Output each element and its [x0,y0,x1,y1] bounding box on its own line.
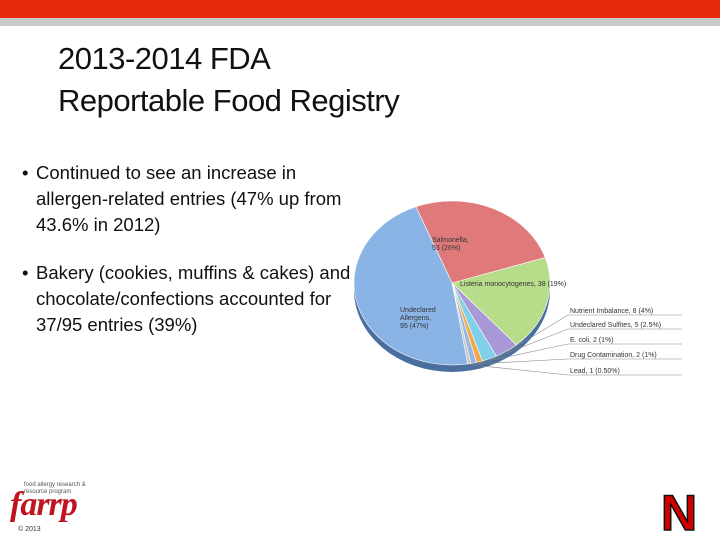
bullet-list: • Continued to see an increase in allerg… [22,160,352,360]
farrp-tagline: food allergy research & resource program [24,482,86,495]
callout-line [473,358,682,365]
callout-line [479,343,682,363]
callout-line [489,328,682,360]
bullet-text: Continued to see an increase in allergen… [36,162,342,235]
bullet-item: • Bakery (cookies, muffins & cakes) and … [22,260,352,338]
top-accent-bar [0,0,720,18]
slice-label: Listeria monocytogenes, 38 (19%) [460,281,566,288]
callout-line [469,364,682,376]
callout-line [507,314,682,353]
university-n-logo: N [654,486,704,534]
slice-label: Nutrient Imbalance, 8 (4%) [570,308,653,315]
slice-label: Salmonella, 53 (26%) [432,237,469,252]
slice-label: Lead, 1 (0.50%) [570,368,620,375]
pie-slice [451,257,551,346]
university-n-letter: N [661,486,697,534]
slice-label: Undeclared Allergens, 95 (47%) [400,307,436,330]
farrp-logo: farrp [10,486,78,523]
slice-label: Undeclared Sulfites, 5 (2.5%) [570,322,661,329]
slide-title-line1: 2013-2014 FDA [58,41,271,76]
bullet-text: Bakery (cookies, muffins & cakes) and ch… [36,262,351,335]
top-gray-band [0,18,720,26]
pie-slice [415,200,546,284]
pie-slice [353,206,469,366]
pie-chart: Salmonella, 53 (26%) Undeclared Allergens, 9… [353,200,682,376]
slide-title-line2: Reportable Food Registry [58,83,400,118]
bullet-dot: • [22,162,29,183]
bullet-dot: • [22,262,29,283]
copyright-text: © 2013 [18,526,41,533]
bullet-item: • Continued to see an increase in allerg… [22,160,352,238]
slice-label: Drug Contamination, 2 (1%) [570,352,657,359]
slice-label: E. coli, 2 (1%) [570,337,614,344]
slide-title: 2013-2014 FDA Reportable Food Registry [58,38,400,122]
